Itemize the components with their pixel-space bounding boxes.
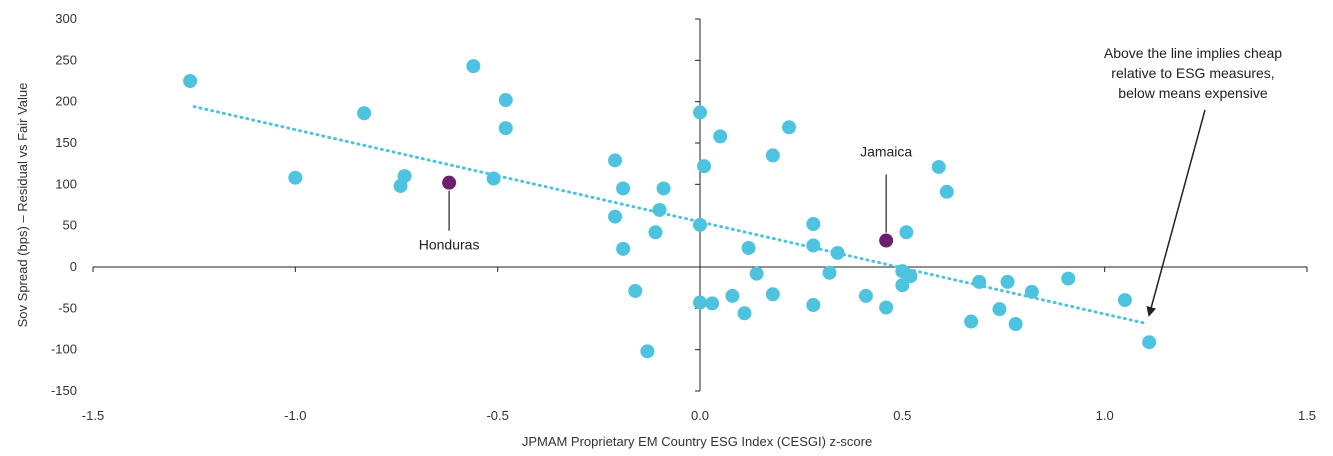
highlight-point-honduras bbox=[442, 175, 457, 190]
data-point bbox=[879, 300, 894, 315]
data-point bbox=[652, 202, 667, 217]
data-point bbox=[357, 106, 372, 121]
data-point bbox=[1142, 335, 1157, 350]
label-jamaica: Jamaica bbox=[860, 144, 912, 160]
data-point bbox=[749, 266, 764, 281]
data-point bbox=[931, 159, 946, 174]
y-tick-label: 50 bbox=[63, 218, 77, 233]
data-point bbox=[903, 269, 918, 284]
y-tick-label: -100 bbox=[51, 342, 77, 357]
highlight-point-jamaica bbox=[879, 233, 894, 248]
data-point bbox=[498, 121, 513, 136]
data-point bbox=[1000, 274, 1015, 289]
x-tick-labels: -1.5 -1.0 -0.5 0.0 0.5 1.0 1.5 bbox=[82, 408, 1316, 423]
y-tick-label: 250 bbox=[55, 52, 77, 67]
data-point bbox=[697, 159, 712, 174]
data-point bbox=[288, 170, 303, 185]
data-point bbox=[858, 288, 873, 303]
x-tick-label: -1.0 bbox=[284, 408, 306, 423]
data-point bbox=[806, 298, 821, 313]
data-point bbox=[822, 265, 837, 280]
y-tick-label: 200 bbox=[55, 94, 77, 109]
data-point bbox=[640, 344, 655, 359]
data-point bbox=[616, 241, 631, 256]
data-point bbox=[1117, 293, 1132, 308]
x-tick-label: -1.5 bbox=[82, 408, 104, 423]
x-tick-label: -0.5 bbox=[486, 408, 508, 423]
data-point bbox=[648, 225, 663, 240]
y-tick-label: 0 bbox=[70, 259, 77, 274]
data-points bbox=[183, 59, 1157, 359]
y-axis-title: Sov Spread (bps) – Residual vs Fair Valu… bbox=[15, 83, 30, 328]
data-point bbox=[656, 181, 671, 196]
data-point bbox=[741, 240, 756, 255]
annotation-group: Above the line implies cheap relative to … bbox=[1104, 45, 1282, 317]
y-tick-label: -50 bbox=[58, 300, 77, 315]
annotation-line: Above the line implies cheap bbox=[1104, 45, 1282, 61]
data-point bbox=[628, 283, 643, 298]
data-point bbox=[992, 302, 1007, 317]
data-point bbox=[393, 178, 408, 193]
x-tick-label: 0.0 bbox=[691, 408, 709, 423]
data-point bbox=[498, 93, 513, 108]
data-point bbox=[1024, 284, 1039, 299]
data-point bbox=[782, 120, 797, 135]
label-honduras: Honduras bbox=[419, 237, 480, 253]
data-point bbox=[616, 181, 631, 196]
data-point bbox=[895, 278, 910, 293]
data-point bbox=[713, 129, 728, 144]
x-tick-label: 0.5 bbox=[893, 408, 911, 423]
annotation-line: relative to ESG measures, bbox=[1111, 65, 1274, 81]
data-point bbox=[466, 59, 481, 74]
data-point bbox=[806, 238, 821, 253]
trendline-group bbox=[192, 105, 1147, 325]
data-point bbox=[608, 209, 623, 224]
x-axis-title: JPMAM Proprietary EM Country ESG Index (… bbox=[522, 434, 872, 449]
data-point bbox=[765, 148, 780, 163]
y-tick-label: 150 bbox=[55, 135, 77, 150]
y-tick-labels: 300 250 200 150 100 50 0 -50 -100 -150 bbox=[51, 11, 77, 398]
highlighted-points: Honduras Jamaica bbox=[419, 144, 913, 253]
data-point bbox=[737, 306, 752, 321]
data-point bbox=[183, 74, 198, 88]
y-tick-label: -150 bbox=[51, 383, 77, 398]
data-point bbox=[939, 184, 954, 199]
data-point bbox=[705, 296, 720, 311]
data-point bbox=[725, 288, 740, 303]
x-tick-label: 1.5 bbox=[1298, 408, 1316, 423]
y-tick-label: 300 bbox=[55, 11, 77, 26]
x-tick-label: 1.0 bbox=[1096, 408, 1114, 423]
trendline bbox=[192, 105, 1147, 325]
data-point bbox=[486, 171, 501, 186]
y-tick-label: 100 bbox=[55, 176, 77, 191]
annotation-arrow bbox=[1146, 109, 1206, 317]
data-point bbox=[806, 217, 821, 232]
data-point bbox=[765, 287, 780, 302]
data-point bbox=[608, 153, 623, 168]
data-point bbox=[964, 314, 979, 329]
data-point bbox=[972, 274, 987, 289]
data-point bbox=[1008, 317, 1023, 332]
annotation-line: below means expensive bbox=[1118, 85, 1268, 101]
data-point bbox=[899, 225, 914, 240]
data-point bbox=[1061, 271, 1076, 286]
data-point bbox=[693, 105, 707, 120]
data-point bbox=[693, 295, 707, 310]
axes bbox=[92, 18, 1308, 392]
data-point bbox=[830, 245, 845, 260]
data-point bbox=[693, 217, 707, 232]
